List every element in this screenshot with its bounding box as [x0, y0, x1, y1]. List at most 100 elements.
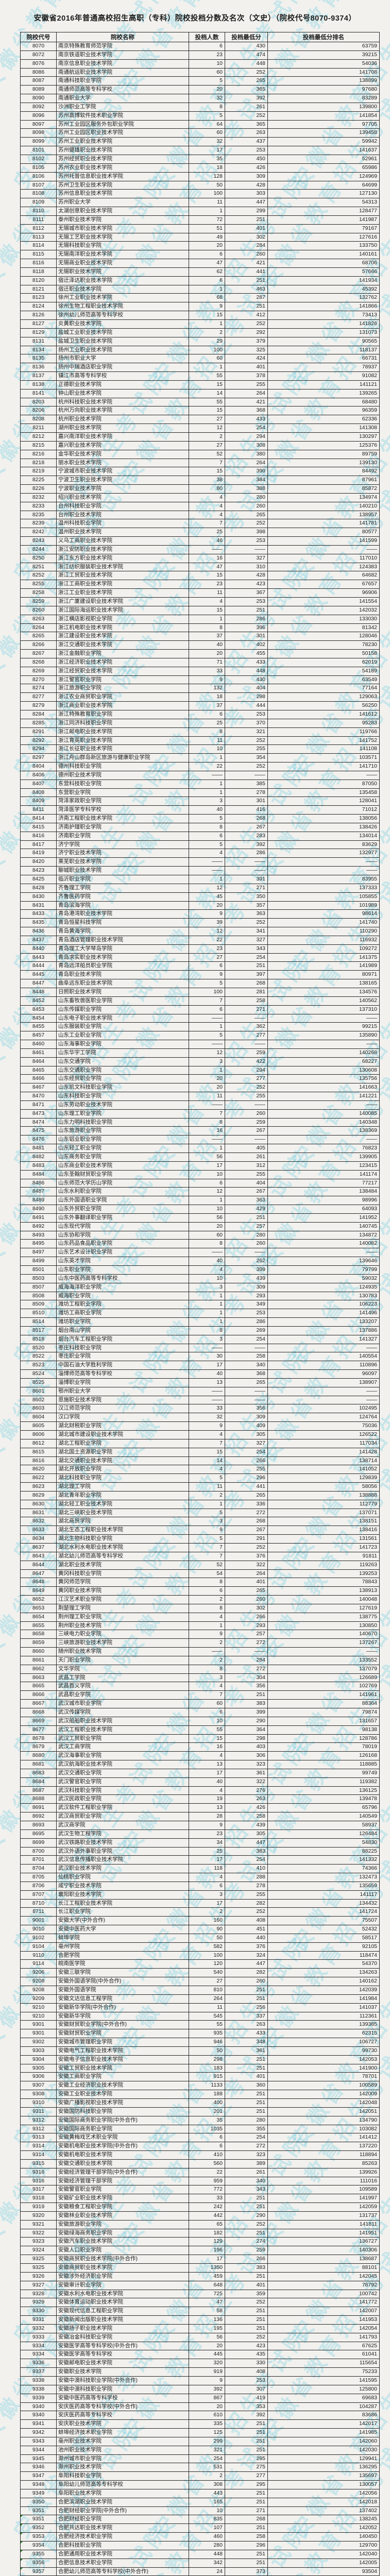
min-score-rank-cell: 79874: [267, 1708, 380, 1717]
college-code-cell: 8692: [20, 1812, 57, 1821]
min-score-cell: 302: [225, 1603, 268, 1613]
college-code-cell: 9210: [20, 2011, 57, 2021]
min-score-cell: 282: [225, 1899, 268, 1908]
table-row: 8243 义乌工商职业技术学院 46 253 141599: [20, 536, 380, 546]
table-row: 8259 浙江广厦建设职业技术学院 4 253 141554: [20, 597, 380, 606]
admitted-count-cell: 9: [189, 970, 225, 980]
table-row: 8264 浙江机电职业技术学院 8 396 81342: [20, 623, 380, 633]
college-name-cell: 安徽人口职业学院: [56, 2246, 189, 2256]
min-score-cell: 376: [225, 1942, 268, 1952]
table-row: 9340 安庆医药高等专科学校(中外合作) 20 353 104287: [20, 2402, 380, 2412]
admitted-count-cell: 18: [189, 692, 225, 702]
college-name-cell: 浙江长征职业技术学院: [56, 744, 189, 754]
college-name-cell: 潍坊工商职业学院: [56, 1309, 189, 1318]
admitted-count-cell: 16: [189, 553, 225, 563]
min-score-cell: 373: [225, 2567, 268, 2576]
table-row: 8616 湖北交通职业技术学院 14 266 138714: [20, 1456, 380, 1466]
college-name-cell: 浙江工商职业技术学院: [56, 580, 189, 589]
min-score-cell: 423: [225, 580, 268, 589]
table-row: 8606 湖北城市建设职业技术学院 4 305 126522: [20, 1430, 380, 1439]
admitted-count-cell: 22: [189, 935, 225, 945]
college-code-cell: 8520: [20, 1343, 57, 1353]
college-name-cell: 长江工程职业技术学院: [56, 1899, 189, 1908]
table-row: 8099 苏州工业职业技术学院 32 437 59942: [20, 137, 380, 147]
table-row: 9311 安徽国防科技职业学院 201 251 142051: [20, 2107, 380, 2116]
min-score-cell: 368: [225, 1369, 268, 1379]
college-name-cell: 安徽冶金科技职业学院: [56, 2332, 189, 2342]
college-code-cell: 8522: [20, 1352, 57, 1362]
admitted-count-cell: 3: [189, 796, 225, 806]
min-score-rank-cell: 73413: [267, 311, 380, 320]
min-score-rank-cell: 137310: [267, 1005, 380, 1014]
college-name-cell: 安庆医药高等专科学校(中外合作): [56, 2402, 189, 2412]
college-name-cell: 武汉警官职业学院: [56, 1777, 189, 1787]
min-score-rank-cell: 139265: [267, 388, 380, 398]
min-score-cell: 323: [225, 1760, 268, 1769]
admitted-count-cell: 1: [189, 1621, 225, 1631]
admitted-count-cell: 33: [189, 666, 225, 676]
min-score-rank-cell: 130297: [267, 432, 380, 442]
admitted-count-cell: 47: [189, 2298, 225, 2308]
college-code-cell: 9323: [20, 2237, 57, 2247]
admitted-count-cell: 4: [189, 1430, 225, 1439]
admitted-count-cell: 7: [189, 1551, 225, 1561]
table-row: 8114 无锡科技职业学院 20 284 133750: [20, 241, 380, 251]
min-score-rank-cell: 128786: [267, 1734, 380, 1743]
college-code-cell: 8460: [20, 1040, 57, 1049]
college-code-cell: 8490: [20, 1205, 57, 1214]
college-code-cell: 8111: [20, 215, 57, 225]
min-score-rank-cell: 83629: [267, 840, 380, 850]
college-name-cell: 山东中医药高等专科学校: [56, 1274, 189, 1283]
table-row: 8454 山东电子职业技术学院 —— —— ——: [20, 1013, 380, 1023]
college-name-cell: 齐鲁医药学院: [56, 892, 189, 902]
min-score-cell: 261: [225, 102, 268, 112]
college-code-cell: 8235: [20, 510, 57, 520]
table-row: 9326 安徽涉外经济职业学院 459 251 142045: [20, 2272, 380, 2281]
table-row: 8131 盐城卫生职业技术学院 29 379 90565: [20, 336, 380, 346]
table-row: 8692 武汉商贸职业学院 28 258 140549: [20, 1812, 380, 1821]
min-score-cell: 384: [225, 476, 268, 485]
admitted-count-cell: 60: [189, 1699, 225, 1708]
min-score-cell: 327: [225, 935, 268, 945]
table-row: 8503 山东中医药高等专科学校 10 439 59032: [20, 1274, 380, 1283]
min-score-cell: 403: [225, 1742, 268, 1752]
min-score-rank-cell: 140082: [267, 1239, 380, 1249]
college-name-cell: 宁波卫生职业技术学院: [56, 476, 189, 485]
college-code-cell: 8106: [20, 172, 57, 181]
admitted-count-cell: 37: [189, 701, 225, 710]
min-score-rank-cell: 68480: [267, 397, 380, 407]
table-row: 8629 湖北青年职业学院 2 265 138888: [20, 1490, 380, 1500]
admitted-count-cell: 7: [189, 519, 225, 529]
min-score-cell: 271: [225, 1005, 268, 1014]
min-score-rank-cell: 134432: [267, 1899, 380, 1908]
table-row: 9354 合肥科技职业学院 280 296 129700: [20, 2541, 380, 2550]
min-score-cell: 365: [225, 85, 268, 95]
min-score-rank-cell: 133207: [267, 1317, 380, 1327]
college-code-cell: 8110: [20, 207, 57, 216]
table-row: 9314 安徽机电职业技术学院 410 323 118894: [20, 2150, 380, 2160]
admitted-count-cell: 545: [189, 2011, 225, 2021]
admitted-count-cell: 6: [189, 1708, 225, 1717]
min-score-rank-cell: 138913: [267, 1586, 380, 1596]
college-name-cell: 浙江安防职业技术学院: [56, 545, 189, 554]
admitted-count-cell: 1: [189, 207, 225, 216]
table-row: 9325 安徽商贸职业技术学院 1350 383 88101: [20, 2263, 380, 2273]
min-score-cell: 296: [225, 1473, 268, 1483]
min-score-rank-cell: 90565: [267, 336, 380, 346]
admitted-count-cell: 9: [189, 675, 225, 685]
admitted-count-cell: 15: [189, 380, 225, 389]
college-name-cell: 义乌工商职业技术学院: [56, 536, 189, 546]
table-row: 8603 汉江师范学院 33 356 102495: [20, 1404, 380, 1414]
min-score-cell: 309: [225, 172, 268, 181]
admitted-count-cell: 4: [189, 1751, 225, 1761]
admitted-count-cell: 3: [189, 1673, 225, 1683]
min-score-rank-cell: 142048: [267, 2098, 380, 2108]
min-score-cell: 360: [225, 2081, 268, 2091]
min-score-rank-cell: 64699: [267, 180, 380, 190]
college-name-cell: 蚌埠经济技术职业学院: [56, 2428, 189, 2437]
table-row: 9336 安徽邮电职业技术学院 320 330 115654: [20, 2359, 380, 2368]
table-row: 9347 阜阳科技职业学院 2 277 135697: [20, 2471, 380, 2481]
table-header-row: 院校代号 院校名称 投档人数 投档最低分 投档最低分排名: [20, 32, 380, 42]
college-code-cell: 8514: [20, 1317, 57, 1327]
table-row: 8106 苏州托普信息职业技术学院 128 309 124969: [20, 172, 380, 181]
